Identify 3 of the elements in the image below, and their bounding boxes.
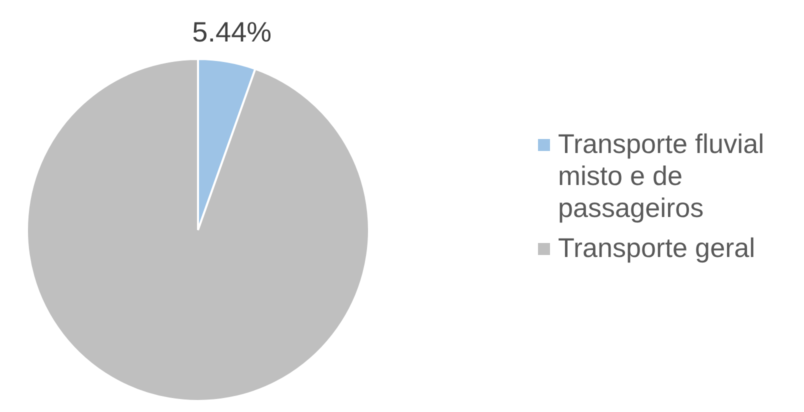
legend-label: Transporte geral <box>558 232 756 264</box>
data-label: 5.44% <box>192 16 272 48</box>
legend-label: Transporte fluvial misto e de passageiros <box>558 128 766 224</box>
